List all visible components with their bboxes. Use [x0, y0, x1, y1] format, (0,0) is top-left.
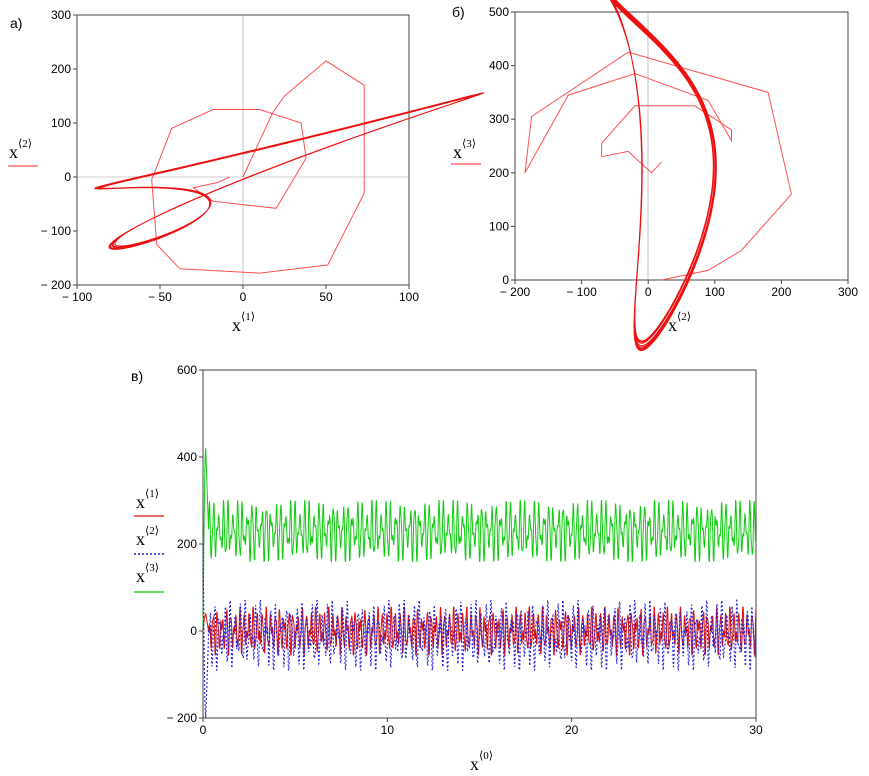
chart-b-frame [514, 11, 849, 281]
chart-a-xtick-label-3: 50 [319, 290, 333, 304]
chart-b-ytick-label-4: 400 [489, 59, 509, 73]
chart-a-ylabel: x [9, 142, 18, 162]
legend-label-x1: x [136, 492, 145, 512]
chart-c-xtick-label-3: 30 [749, 723, 763, 737]
chart-b-xtick-label-0: − 200 [500, 285, 531, 299]
chart-a-ytick-label-2: 0 [64, 170, 71, 184]
chart-a-xtick-label-0: − 100 [62, 290, 93, 304]
chart-a-ytick-label-0: − 200 [41, 278, 72, 292]
chart-c-ytick-label-0: − 200 [167, 711, 198, 725]
chart-c-xtick-label-1: 10 [381, 723, 395, 737]
chart-b-ytick-label-2: 200 [489, 166, 509, 180]
chart-c-ytick-label-1: 0 [190, 624, 197, 638]
chart-b-ylabel: x [453, 142, 462, 162]
chart-c-ytick-label-2: 200 [177, 537, 197, 551]
chart-b-xtick-label-2: 0 [645, 285, 652, 299]
legend-label-x2-sup: ⟨2⟩ [145, 525, 159, 537]
chart-b-ylabel-sup: ⟨3⟩ [462, 138, 476, 150]
chart-c-xtick-label-0: 0 [200, 723, 207, 737]
chart-c-xlabel-sup: ⟨0⟩ [479, 750, 493, 762]
chart-c-ytick-label-3: 400 [177, 450, 197, 464]
legend-label-x2: x [136, 529, 145, 549]
chart-b-xtick-label-5: 300 [838, 285, 858, 299]
chart-b-ytick-label-1: 100 [489, 219, 509, 233]
chart-b-ytick-label-0: 0 [502, 273, 509, 287]
legend-label-x1-sup: ⟨1⟩ [145, 488, 159, 500]
chart-c-ytick-label-4: 600 [177, 363, 197, 377]
chart-b-xlabel: x [668, 315, 677, 335]
chart-c-legend: x ⟨1⟩ x ⟨2⟩ x ⟨3⟩ [134, 488, 164, 593]
chart-a-ylabel-sup: ⟨2⟩ [18, 138, 32, 150]
chart-b-plot-area: − 200 − 100 0 100 200 300 0 100 200 300 400 500 [489, 0, 858, 351]
chart-c-series-x3 [202, 448, 757, 632]
chart-b-transient-trajectory [524, 51, 792, 281]
chart-c-xtick-label-2: 20 [565, 723, 579, 737]
chart-c-frame [202, 369, 757, 719]
panel-label-b: б) [452, 4, 465, 20]
chart-a-xlabel-sup: ⟨1⟩ [241, 311, 255, 323]
chart-a-xtick-label-4: 100 [399, 290, 419, 304]
chart-c-series-x2 [202, 543, 757, 719]
chart-a-xtick-label-1: − 50 [148, 290, 172, 304]
chart-a-ytick-label-4: 200 [51, 62, 71, 76]
panel-label-c: в) [131, 368, 143, 384]
chart-c-xlabel: x [470, 754, 479, 774]
chart-b-attractor-loops [609, 0, 717, 351]
chart-a-transient-trajectory [151, 60, 365, 274]
chart-a-ytick-label-1: − 100 [41, 224, 72, 238]
legend-label-x3: x [136, 566, 145, 586]
chart-b-ytick-label-5: 500 [489, 5, 509, 19]
chart-b-ytick-label-3: 300 [489, 112, 509, 126]
legend-label-x3-sup: ⟨3⟩ [145, 562, 159, 574]
chart-a-xlabel: x [232, 315, 241, 335]
chart-b-xtick-label-4: 200 [771, 285, 791, 299]
chart-a-attractor-loops [94, 92, 485, 250]
chart-a-ytick-label-3: 100 [51, 116, 71, 130]
chart-a-ytick-label-5: 300 [51, 8, 71, 22]
panel-label-a: а) [10, 15, 22, 31]
chart-b-xtick-label-3: 100 [705, 285, 725, 299]
chart-b-xlabel-sup: ⟨2⟩ [677, 311, 691, 323]
chart-a-xtick-label-2: 0 [240, 290, 247, 304]
chart-b-xtick-label-1: − 100 [566, 285, 597, 299]
